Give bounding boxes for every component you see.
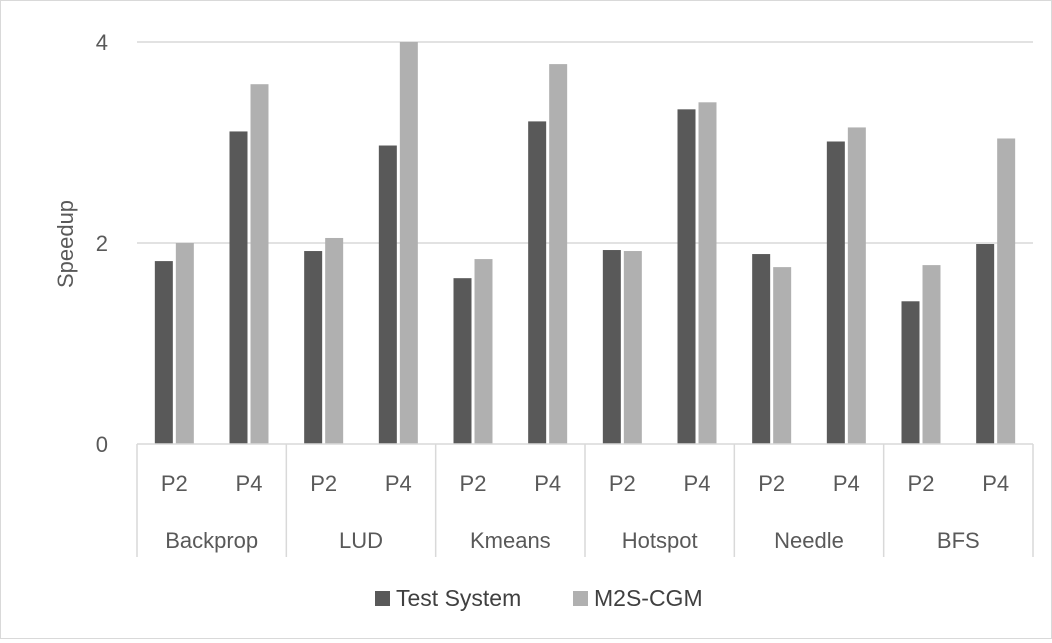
x-group-label: Hotspot [622,528,698,553]
bar [826,141,845,444]
bar [378,145,397,444]
bar [773,267,792,444]
x-sub-label: P4 [385,471,412,496]
x-sub-label: P2 [609,471,636,496]
legend-swatch [573,591,588,606]
x-sub-label: P4 [982,471,1009,496]
x-sub-label: P2 [310,471,337,496]
x-sub-label: P4 [833,471,860,496]
legend-label: Test System [396,585,521,611]
bar [399,42,418,444]
x-sub-label: P4 [236,471,263,496]
bar [453,278,472,444]
bar [623,251,642,444]
y-axis-label: Speedup [53,200,78,288]
bar [922,265,941,444]
x-sub-label: P2 [908,471,935,496]
bar [901,301,920,444]
legend: Test System M2S-CGM [375,585,703,611]
x-sub-label: P4 [684,471,711,496]
x-sub-label: P2 [460,471,487,496]
y-tick-label: 2 [96,231,108,256]
x-sub-label: P4 [534,471,561,496]
bar [154,261,173,444]
y-tick-label: 0 [96,432,108,457]
gridlines [137,41,1033,244]
bar [752,254,771,444]
x-sub-label: P2 [758,471,785,496]
bar [474,259,493,444]
x-group-label: LUD [339,528,383,553]
x-sub-label: P2 [161,471,188,496]
bar [304,251,323,444]
bar [549,64,568,445]
bar [229,131,248,444]
bar [325,237,344,444]
legend-label: M2S-CGM [594,585,703,611]
legend-swatch [375,591,390,606]
y-tick-label: 4 [96,30,108,55]
bar [250,84,269,445]
x-axis [136,443,1034,557]
x-group-label: Kmeans [470,528,551,553]
x-group-label: Needle [774,528,844,553]
y-axis-ticks: 0 2 4 [96,30,108,457]
x-group-label: BFS [937,528,980,553]
bar [602,250,621,444]
bar [175,243,194,444]
bar [698,102,717,445]
x-axis-labels: P2 P4 P2 P4 P2 P4 P2 P4 P2 P4 P2 P4 Backprop LUD Kmean… [161,471,1009,553]
bars [154,42,1016,445]
bar [976,244,995,444]
bar [997,138,1016,445]
x-group-label: Backprop [165,528,258,553]
bar [847,127,866,445]
bar [528,121,547,445]
bar [677,109,696,445]
